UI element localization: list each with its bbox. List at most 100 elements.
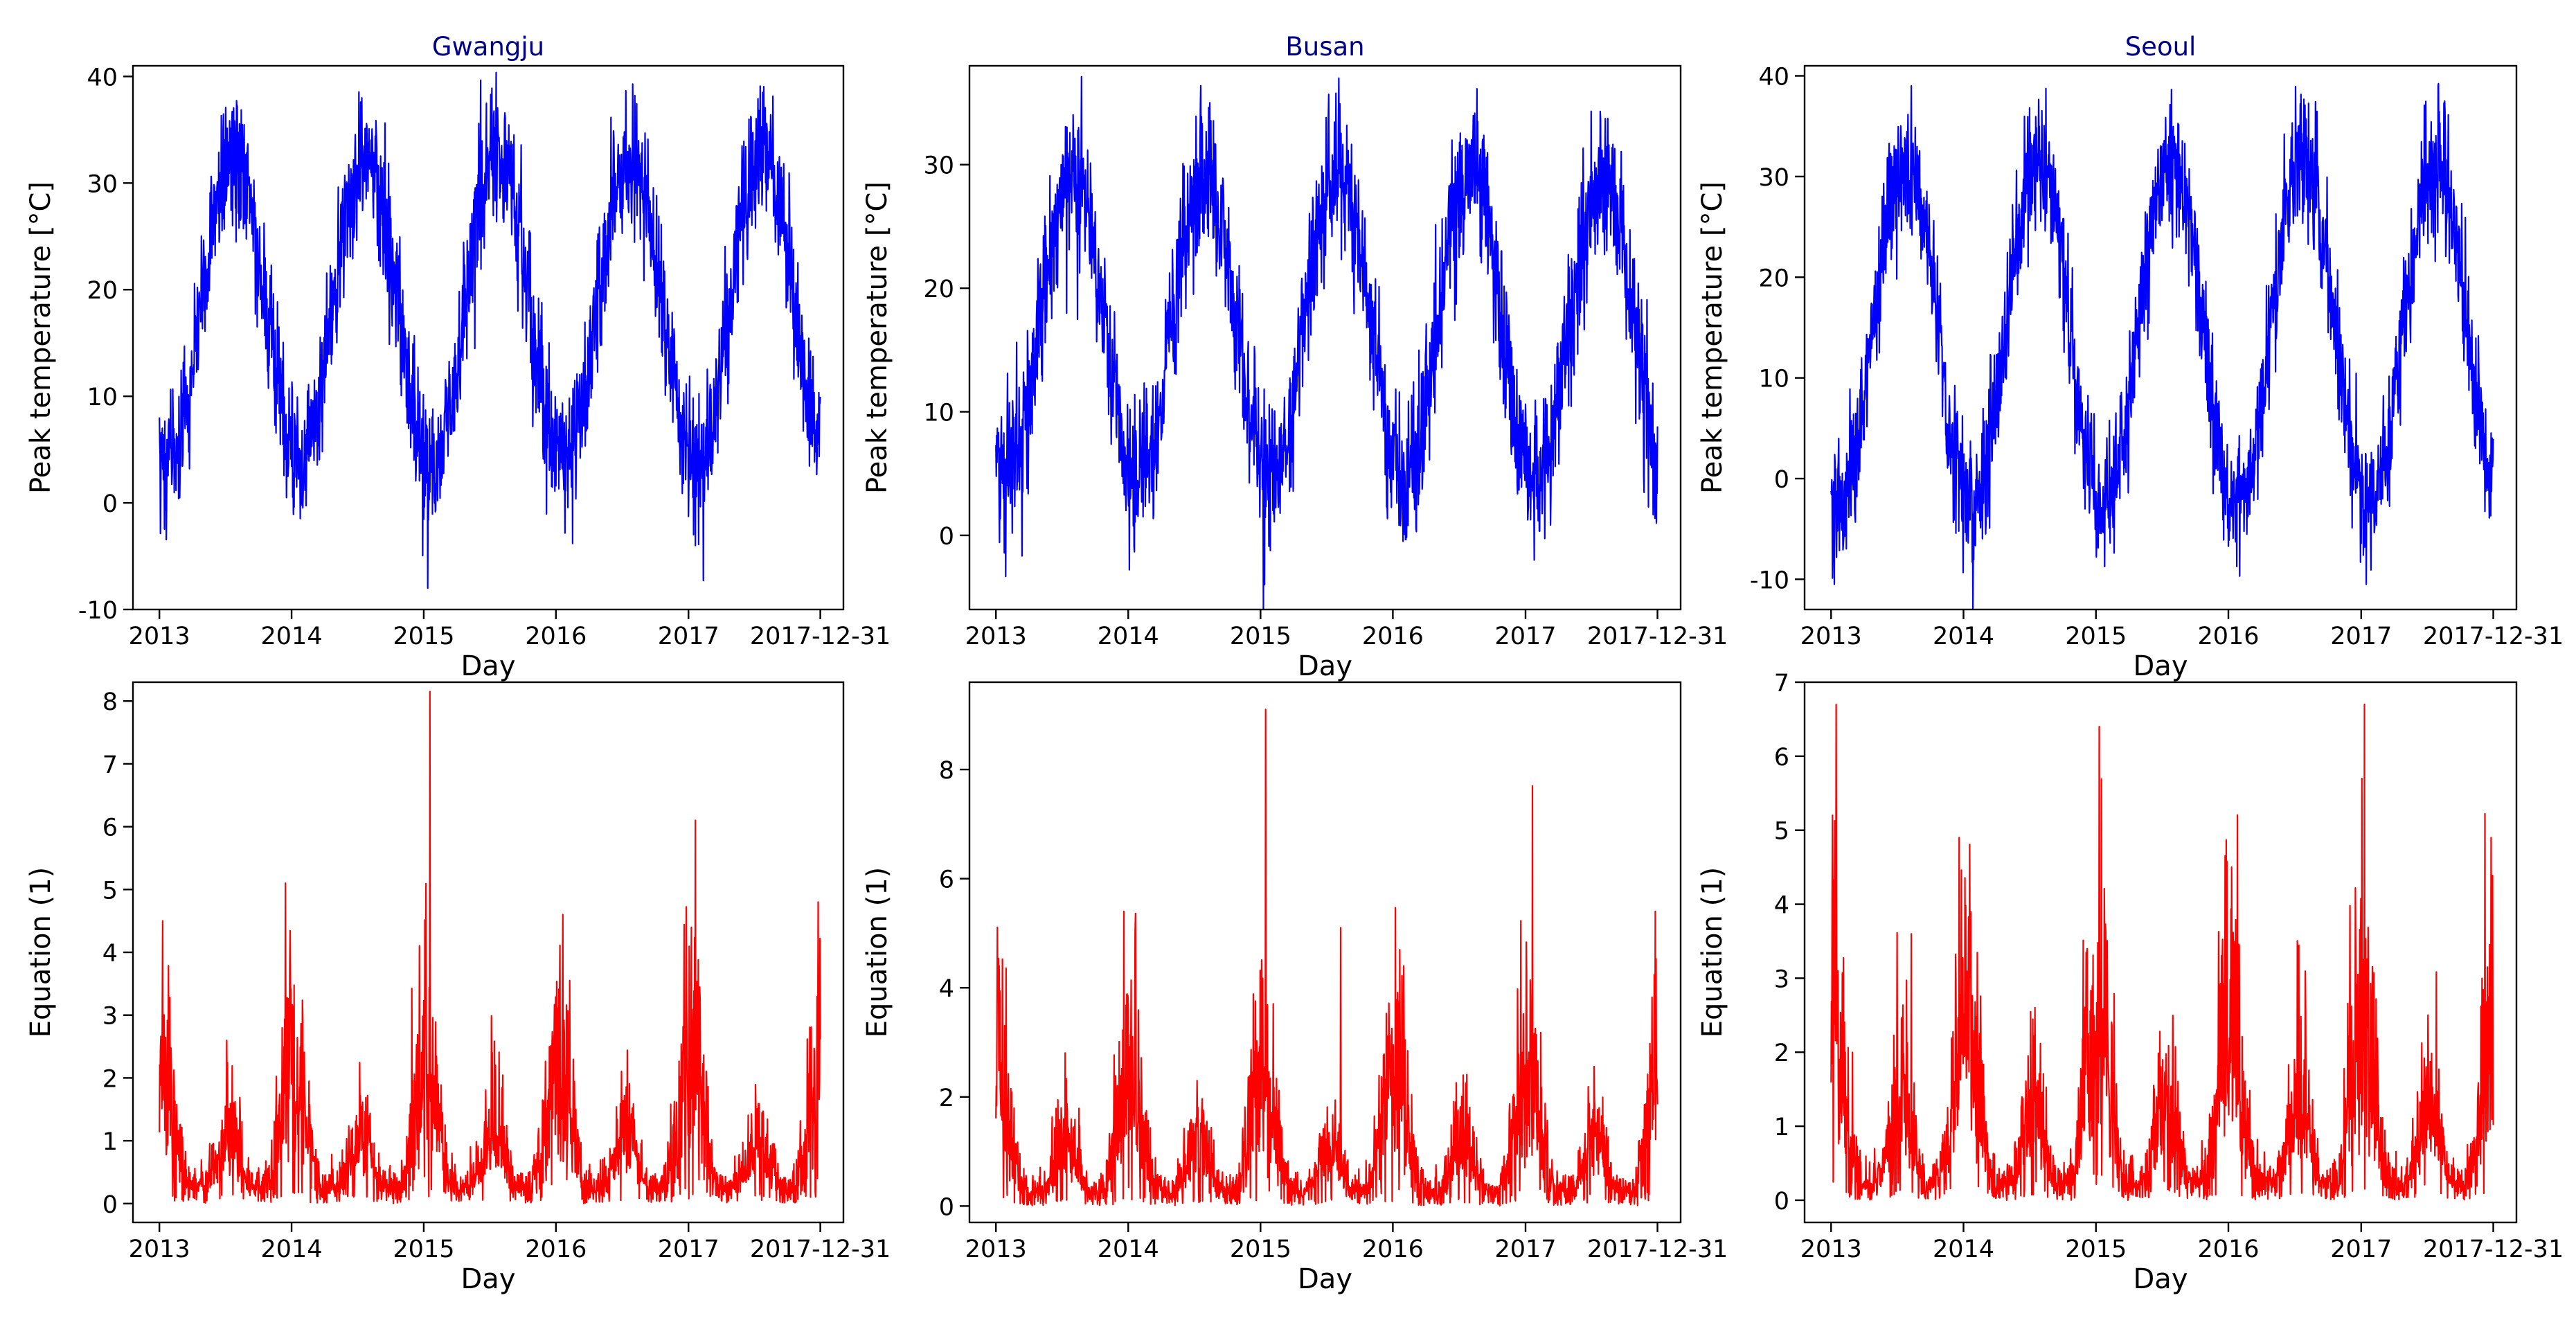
series-line-seoul bbox=[1830, 82, 2494, 611]
y-tick-label: 3 bbox=[102, 1003, 118, 1031]
y-tick-label: 7 bbox=[102, 751, 118, 779]
y-tick-label: 20 bbox=[923, 276, 954, 303]
y-tick-label: 20 bbox=[87, 277, 118, 305]
plot-frame bbox=[968, 64, 1682, 611]
y-tick-label: 0 bbox=[102, 1191, 118, 1219]
chart-title: Busan bbox=[1285, 32, 1364, 62]
y-tick-label: 7 bbox=[1774, 670, 1789, 697]
y-tick-label: 0 bbox=[939, 1193, 954, 1221]
chart-panel-equation-seoul: 0 1 2 3 4 5 6 7 2013 2014 2015 2016 2017 2017-12-31 Da… bbox=[1697, 670, 2564, 1295]
y-axis-label: Equation (1) bbox=[25, 867, 57, 1038]
x-axis-label: Day bbox=[2134, 650, 2188, 682]
y-tick-label: 4 bbox=[939, 975, 954, 1003]
x-tick-label: 2017 bbox=[2330, 623, 2392, 650]
y-tick-label: 6 bbox=[939, 866, 954, 894]
chart-panel-equation-busan: 0 2 4 6 8 2013 2014 2015 2016 2017 2017-12-31 Day Eq… bbox=[861, 681, 1728, 1295]
y-tick-label: 0 bbox=[102, 490, 118, 518]
x-tick-label: 2017-12-31 bbox=[750, 1236, 891, 1263]
series-line-busan bbox=[995, 75, 1658, 611]
y-axis-label: Peak temperature [°C] bbox=[1697, 181, 1728, 494]
x-tick-label: 2013 bbox=[965, 623, 1027, 650]
x-tick-label: 2017-12-31 bbox=[2423, 1236, 2564, 1263]
series-line-busan bbox=[995, 709, 1658, 1206]
y-tick-label: 6 bbox=[1774, 744, 1789, 772]
x-tick-label: 2017-12-31 bbox=[750, 623, 891, 650]
x-axis-label: Day bbox=[2134, 1263, 2188, 1295]
x-tick-label: 2016 bbox=[1362, 1236, 1424, 1263]
x-tick-label: 2017-12-31 bbox=[1587, 623, 1728, 650]
x-axis-label: Day bbox=[1298, 1263, 1352, 1295]
x-tick-label: 2017-12-31 bbox=[2423, 623, 2564, 650]
y-tick-label: 0 bbox=[1774, 466, 1789, 494]
chart-panel-temperature-busan: 0 10 20 30 2013 2014 2015 2016 2017 2017-12-31 Day… bbox=[861, 32, 1728, 682]
y-tick-label: 0 bbox=[939, 523, 954, 551]
y-tick-label: 8 bbox=[939, 757, 954, 785]
y-tick-label: 40 bbox=[87, 64, 118, 91]
y-axis-label: Peak temperature [°C] bbox=[861, 181, 893, 494]
x-tick-label: 2015 bbox=[2065, 1236, 2127, 1263]
x-tick-label: 2013 bbox=[129, 623, 190, 650]
y-tick-label: 5 bbox=[102, 877, 118, 905]
x-tick-label: 2014 bbox=[1933, 1236, 1994, 1263]
x-tick-label: 2016 bbox=[525, 623, 587, 650]
x-tick-label: 2015 bbox=[1230, 623, 1291, 650]
x-tick-label: 2017 bbox=[1494, 623, 1556, 650]
y-tick-label: 1 bbox=[102, 1128, 118, 1156]
x-axis-label: Day bbox=[1298, 650, 1352, 682]
y-axis-label: Peak temperature [°C] bbox=[25, 181, 57, 494]
x-tick-label: 2014 bbox=[261, 1236, 323, 1263]
y-tick-label: 10 bbox=[1758, 366, 1789, 393]
y-tick-label: 5 bbox=[1774, 818, 1789, 846]
y-axis-label: Equation (1) bbox=[1697, 867, 1728, 1038]
y-tick-label: 0 bbox=[1774, 1188, 1789, 1215]
y-tick-label: 6 bbox=[102, 814, 118, 842]
x-tick-label: 2014 bbox=[1933, 623, 1994, 650]
x-tick-label: 2013 bbox=[965, 1236, 1027, 1263]
y-axis-label: Equation (1) bbox=[861, 867, 893, 1038]
y-tick-label: -10 bbox=[1750, 567, 1789, 594]
x-tick-label: 2017 bbox=[658, 623, 719, 650]
series-line-gwangju bbox=[159, 691, 821, 1204]
y-tick-label: 2 bbox=[939, 1085, 954, 1112]
y-tick-label: 8 bbox=[102, 688, 118, 716]
chart-title: Gwangju bbox=[432, 32, 544, 62]
x-tick-label: 2015 bbox=[2065, 623, 2127, 650]
series-line-seoul bbox=[1830, 704, 2494, 1201]
x-tick-label: 2013 bbox=[129, 1236, 190, 1263]
plot-frame bbox=[968, 681, 1682, 1224]
y-tick-label: 30 bbox=[1758, 164, 1789, 192]
y-tick-label: 2 bbox=[102, 1065, 118, 1093]
x-tick-label: 2013 bbox=[1800, 1236, 1862, 1263]
x-tick-label: 2017 bbox=[658, 1236, 719, 1263]
x-tick-label: 2014 bbox=[261, 623, 323, 650]
chart-panel-temperature-gwangju: -10 0 10 20 30 40 2013 2014 2015 2016 2017 2017-12-… bbox=[25, 32, 891, 682]
y-tick-label: 10 bbox=[87, 384, 118, 411]
y-tick-label: 2 bbox=[1774, 1040, 1789, 1067]
chart-panel-equation-gwangju: 0 1 2 3 4 5 6 7 8 2013 2014 2015 2016 2017 2017-12-31 D… bbox=[25, 681, 891, 1295]
x-tick-label: 2016 bbox=[1362, 623, 1424, 650]
x-tick-label: 2016 bbox=[2197, 623, 2259, 650]
x-axis-label: Day bbox=[461, 1263, 516, 1295]
x-tick-label: 2017-12-31 bbox=[1587, 1236, 1728, 1263]
series-line-gwangju bbox=[159, 71, 821, 589]
y-tick-label: 10 bbox=[923, 400, 954, 427]
x-tick-label: 2014 bbox=[1098, 1236, 1159, 1263]
x-tick-label: 2013 bbox=[1800, 623, 1862, 650]
plot-frame bbox=[1803, 681, 2518, 1224]
y-tick-label: 40 bbox=[1758, 64, 1789, 91]
x-tick-label: 2016 bbox=[2197, 1236, 2259, 1263]
chart-panel-temperature-seoul: -10 0 10 20 30 40 2013 2014 2015 2016 2017 2017-12-… bbox=[1697, 32, 2564, 682]
x-tick-label: 2017 bbox=[2330, 1236, 2392, 1263]
x-tick-label: 2014 bbox=[1098, 623, 1159, 650]
x-tick-label: 2015 bbox=[1230, 1236, 1291, 1263]
y-tick-label: 30 bbox=[87, 170, 118, 198]
y-tick-label: 3 bbox=[1774, 965, 1789, 993]
x-tick-label: 2015 bbox=[393, 623, 454, 650]
y-tick-label: -10 bbox=[78, 597, 118, 625]
x-axis-label: Day bbox=[461, 650, 516, 682]
x-tick-label: 2015 bbox=[393, 1236, 454, 1263]
x-tick-label: 2016 bbox=[525, 1236, 587, 1263]
x-tick-label: 2017 bbox=[1494, 1236, 1556, 1263]
plot-frame bbox=[1803, 64, 2518, 611]
